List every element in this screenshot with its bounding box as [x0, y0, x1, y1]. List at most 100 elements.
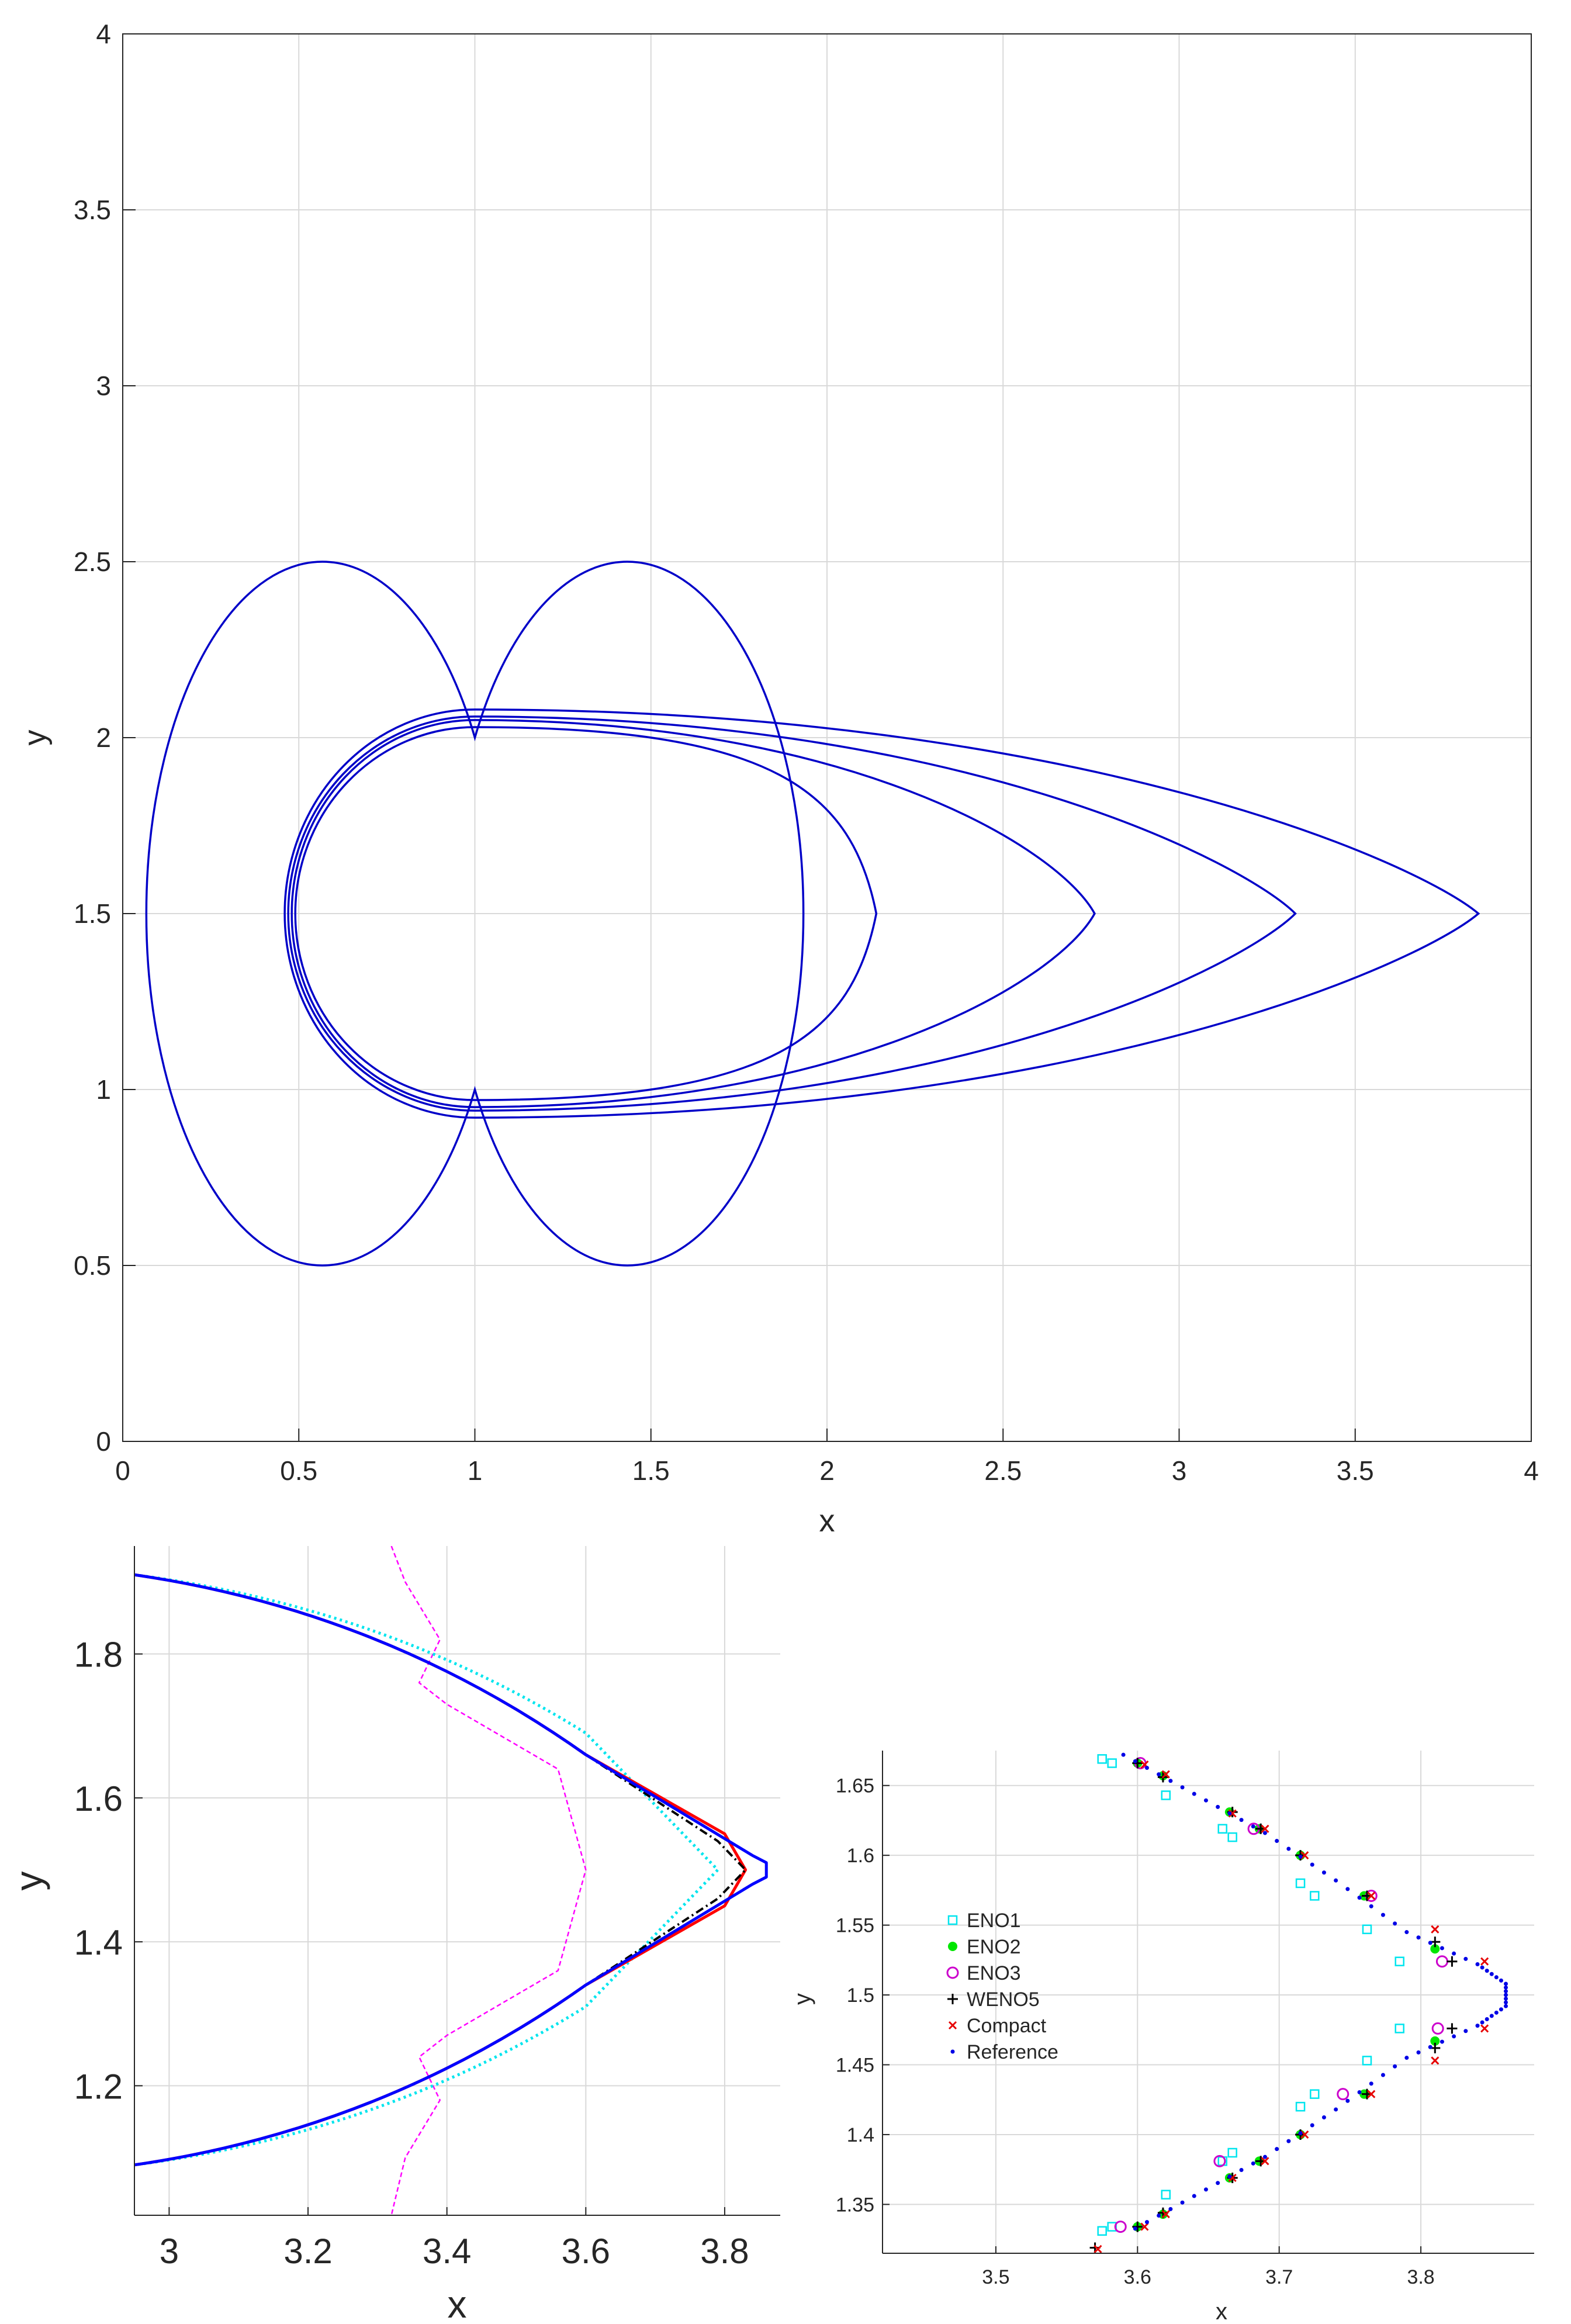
x-tick-label: 3.5 [982, 2266, 1009, 2288]
eno1-point [1310, 2089, 1320, 2099]
chart-contours-ylabel: y [18, 730, 53, 746]
chart-zoom-scatter-y-ticks: 1.35 1.4 1.45 1.5 1.55 1.6 1.65 [836, 1775, 890, 2216]
compact-point [1261, 2157, 1269, 2166]
chart-zoom-scatter-x-ticks: 3.5 3.6 3.7 3.8 [982, 2246, 1435, 2288]
y-tick-label: 1.5 [847, 1984, 874, 2007]
eno3-point [1431, 2022, 1444, 2035]
reference-point [1262, 2154, 1267, 2159]
contour-line [290, 719, 1096, 1108]
x-tick-label: 3.8 [700, 2232, 749, 2271]
compact-point [1228, 1809, 1237, 1818]
contour-line [283, 708, 1480, 1119]
legend-label-reference: Reference [967, 2041, 1058, 2063]
reference-point [1133, 1759, 1137, 1763]
eno1-point [1227, 1832, 1237, 1842]
reference-point [1504, 1993, 1508, 1997]
reference-point [1216, 2181, 1220, 2185]
reference-point [1144, 2220, 1149, 2225]
eno3-point [1213, 2154, 1226, 2167]
reference-point [1485, 1969, 1489, 1973]
y-tick-label: 1.55 [836, 1915, 874, 1937]
reference-point [1416, 2050, 1421, 2055]
x-tick-label: 3.7 [1265, 2266, 1293, 2288]
eno3-point [1337, 2088, 1349, 2101]
compact-point [1480, 1957, 1489, 1966]
reference-point [1310, 1862, 1314, 1867]
y-tick-label: 1.6 [847, 1845, 874, 1867]
reference-point [1203, 2187, 1208, 2192]
reference-point [1369, 1904, 1373, 1908]
chart-contours-y-ticks: 0 0.5 1 1.5 2 2.5 3 3.5 4 [74, 19, 136, 1457]
reference-point [1310, 2123, 1314, 2128]
legend-label-eno2: ENO2 [967, 1936, 1021, 1958]
eno2-point [1430, 1944, 1440, 1954]
reference-point [1489, 2014, 1494, 2018]
reference-point [1239, 2167, 1244, 2172]
reference-point [1452, 1951, 1456, 1956]
weno5-point [1132, 2221, 1143, 2232]
zoom-line-series [390, 1546, 587, 2215]
y-tick-label: 1 [96, 1074, 111, 1105]
reference-point [1239, 1818, 1244, 1822]
eno1-point [1310, 1891, 1320, 1901]
compact-point [1161, 1770, 1170, 1779]
reference-point [1216, 1804, 1220, 1809]
legend-marker-weno5 [947, 1994, 958, 2004]
weno5-point [1447, 1956, 1458, 1967]
chart-zoom-scatter: 3.5 3.6 3.7 3.8 1.35 1.4 1.45 1.5 1.55 1.6 1.65 E… [790, 1751, 1534, 2324]
reference-point [1489, 1972, 1494, 1976]
eno1-point [1227, 2147, 1237, 2158]
reference-point [1286, 2139, 1291, 2143]
reference-point [1298, 2131, 1303, 2136]
eno3-point [1114, 2221, 1127, 2233]
x-tick-label: 4 [1524, 1455, 1539, 1486]
reference-point [1168, 1779, 1173, 1783]
reference-point [1499, 2007, 1503, 2012]
contour-line [294, 726, 878, 1101]
reference-point [1480, 1965, 1485, 1970]
contour-line [145, 561, 805, 1267]
y-tick-label: 0 [96, 1426, 111, 1457]
reference-point [1357, 2090, 1362, 2094]
reference-point [1157, 2214, 1161, 2218]
compact-point [1300, 2130, 1309, 2139]
eno1-point [1161, 2190, 1171, 2200]
chart-zoom-lines-y-ticks: 1.2 1.4 1.6 1.8 [74, 1635, 143, 2106]
reference-point [1168, 2207, 1173, 2211]
reference-point [1321, 2115, 1326, 2119]
compact-point [1140, 2222, 1149, 2231]
y-tick-label: 3 [96, 371, 111, 401]
reference-point [1180, 1785, 1185, 1790]
compact-point [1161, 2210, 1170, 2219]
reference-point [1416, 1935, 1421, 1940]
legend-marker-eno3 [946, 1966, 959, 1979]
reference-point [1262, 1831, 1267, 1835]
eno1-point [1362, 2056, 1372, 2066]
y-tick-label: 0.5 [74, 1250, 111, 1281]
chart-contours: 0 0.5 1 1.5 2 2.5 3 3.5 4 0 0.5 1 1.5 2 2.5 3 3.5 4 x y [18, 19, 1539, 1538]
reference-point [1192, 1792, 1196, 1796]
compact-point [1261, 1824, 1269, 1833]
reference-point [1192, 2194, 1196, 2198]
x-tick-label: 1 [468, 1455, 483, 1486]
reference-point [1180, 2200, 1185, 2205]
chart-contours-series [145, 561, 1480, 1267]
x-tick-label: 3.6 [1124, 2266, 1151, 2288]
reference-point [1393, 2064, 1397, 2069]
reference-point [1321, 1870, 1326, 1875]
reference-point [1227, 2174, 1232, 2179]
reference-point [1133, 2226, 1137, 2231]
legend-label-eno3: ENO3 [967, 1962, 1021, 1984]
eno1-point [1161, 1790, 1171, 1800]
weno5-point [1447, 2023, 1458, 2034]
zoom-line-series [134, 1573, 719, 2167]
chart-zoom-scatter-grid [883, 1751, 1534, 2253]
chart-zoom-scatter-legend: ENO1 ENO2 ENO3 WENO5 Compact Reference [946, 1910, 1058, 2063]
x-tick-label: 3 [1172, 1455, 1187, 1486]
chart-zoom-lines-ylabel: y [7, 1872, 50, 1891]
reference-point [1404, 1930, 1409, 1935]
eno1-point [1394, 1956, 1404, 1966]
chart-zoom-scatter-series [1089, 1752, 1508, 2253]
eno1-point [1295, 2101, 1306, 2112]
reference-point [1275, 1838, 1279, 1843]
